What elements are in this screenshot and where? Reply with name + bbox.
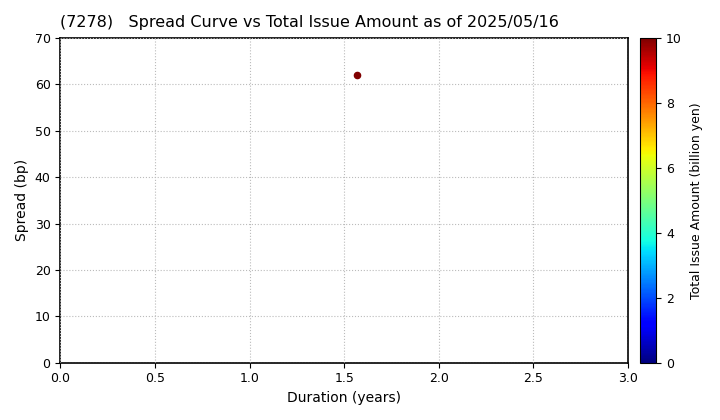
Y-axis label: Total Issue Amount (billion yen): Total Issue Amount (billion yen) xyxy=(690,102,703,299)
X-axis label: Duration (years): Duration (years) xyxy=(287,391,401,405)
Y-axis label: Spread (bp): Spread (bp) xyxy=(15,159,29,242)
Text: (7278)   Spread Curve vs Total Issue Amount as of 2025/05/16: (7278) Spread Curve vs Total Issue Amoun… xyxy=(60,15,559,30)
Point xyxy=(351,72,363,79)
